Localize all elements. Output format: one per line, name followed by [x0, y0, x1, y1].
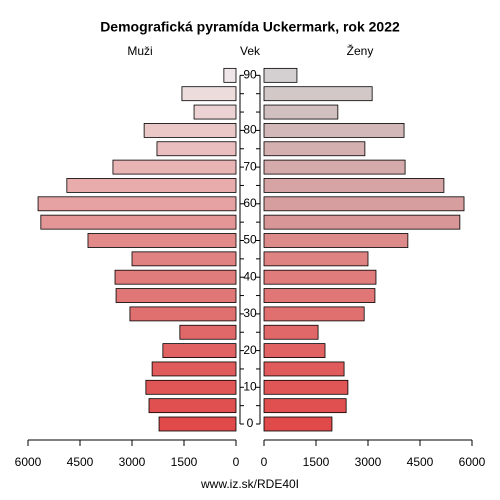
bar: [263, 233, 409, 248]
bar: [263, 178, 445, 193]
footer: www.iz.sk/RDE40I: [200, 477, 299, 491]
bar: [263, 104, 339, 120]
bar: [223, 67, 237, 83]
bar: [145, 379, 237, 395]
bar: [263, 324, 319, 340]
bar: [193, 104, 237, 120]
age-label: 60: [243, 196, 257, 210]
bar: [263, 214, 461, 230]
center-label: Vek: [240, 44, 261, 58]
bar: [158, 416, 237, 432]
bar: [263, 86, 373, 102]
x-tick-label: 3000: [119, 455, 146, 469]
bar: [179, 324, 237, 340]
bar: [40, 214, 237, 230]
bar: [263, 196, 465, 212]
bar: [148, 398, 237, 414]
x-tick-label: 1500: [171, 455, 198, 469]
bar: [162, 343, 237, 359]
bar: [263, 67, 298, 83]
bar: [263, 288, 376, 303]
bar: [263, 398, 347, 414]
chart-title: Demografická pyramída Uckermark, rok 202…: [100, 19, 400, 35]
bar: [263, 343, 326, 359]
bar: [131, 251, 237, 267]
bar: [129, 306, 237, 322]
right-label: Ženy: [347, 43, 374, 58]
x-tick-label: 0: [233, 455, 240, 469]
bar: [37, 196, 237, 212]
age-label: 30: [243, 306, 257, 320]
age-label: 20: [243, 343, 257, 357]
bar: [263, 159, 406, 175]
x-tick-label: 6000: [459, 455, 486, 469]
bar: [263, 141, 366, 157]
age-label: 90: [243, 68, 257, 82]
bar: [87, 233, 237, 248]
bar: [112, 159, 237, 175]
bar: [263, 123, 405, 138]
x-tick-label: 4500: [67, 455, 94, 469]
bar: [143, 123, 237, 138]
x-tick-label: 6000: [15, 455, 42, 469]
left-label: Muži: [127, 44, 152, 58]
bar: [156, 141, 237, 157]
bar: [151, 361, 237, 377]
bar: [115, 288, 237, 303]
age-label: 40: [243, 269, 257, 283]
bar: [181, 86, 237, 102]
age-label: 70: [243, 159, 257, 173]
bar: [263, 269, 377, 285]
x-tick-label: 1500: [303, 455, 330, 469]
x-tick-label: 4500: [407, 455, 434, 469]
bar: [263, 306, 365, 322]
bar: [263, 416, 333, 432]
bar: [263, 361, 345, 377]
age-label: 10: [243, 379, 257, 393]
bar: [263, 379, 349, 395]
x-tick-label: 3000: [355, 455, 382, 469]
age-label: 80: [243, 123, 257, 137]
bar: [66, 178, 237, 193]
age-label: 50: [243, 233, 257, 247]
x-tick-label: 0: [261, 455, 268, 469]
bar: [114, 269, 237, 285]
age-label: 0: [247, 416, 254, 430]
bar: [263, 251, 369, 267]
